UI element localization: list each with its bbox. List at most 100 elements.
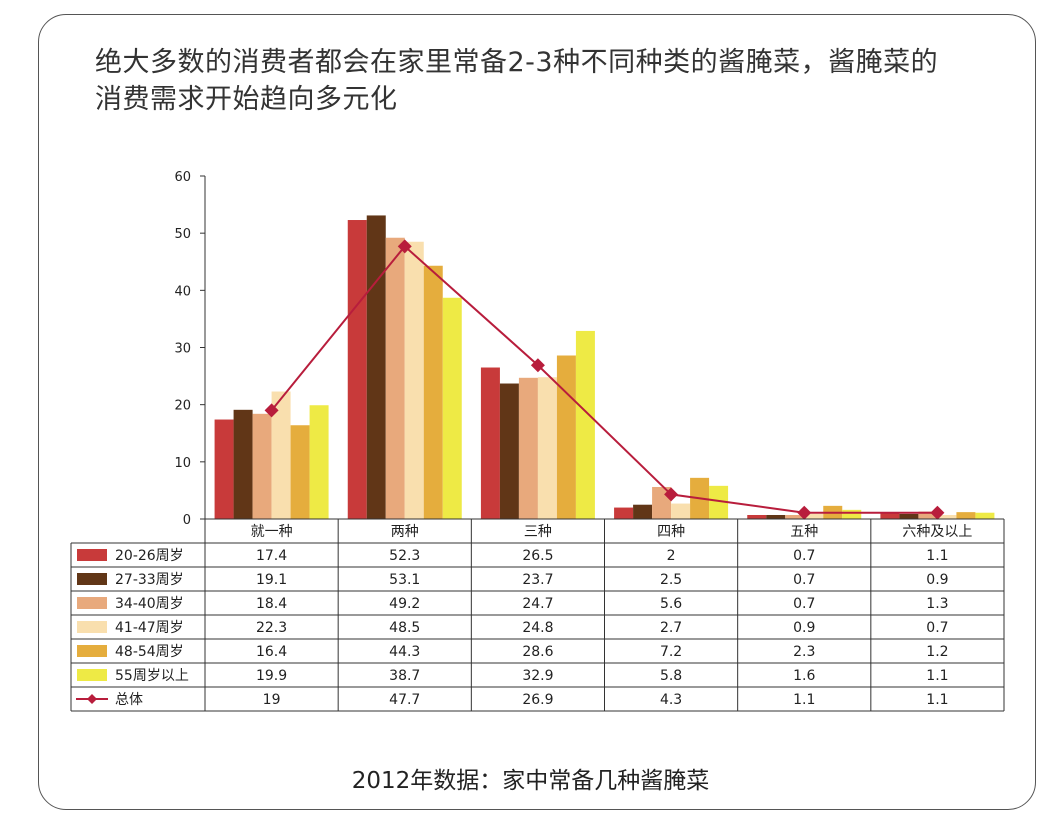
table-value: 26.5 [522,548,553,564]
bar [423,265,443,519]
bar [804,513,824,519]
bar [537,377,557,519]
table-value: 2 [667,548,676,564]
bar [918,511,938,519]
table-value: 47.7 [389,692,420,708]
table-value: 19.1 [256,572,287,588]
table-value: 19.9 [256,668,287,684]
bar [614,507,634,519]
table-value: 0.9 [793,620,815,636]
legend-swatch [77,597,107,609]
legend-label: 总体 [115,692,143,708]
table-value: 17.4 [256,548,287,564]
table-value: 1.6 [793,668,815,684]
legend-swatch [77,573,107,585]
bar [880,512,900,519]
bar [633,504,653,519]
y-tick-label: 60 [174,170,191,185]
bar [518,377,538,519]
legend-label: 20-26周岁 [115,548,184,564]
chart-caption: 2012年数据：家中常备几种酱腌菜 [351,768,710,794]
legend-swatch [77,621,107,633]
bar [709,485,729,519]
overall-marker [797,505,812,520]
table-value: 52.3 [389,548,420,564]
bar [556,355,576,519]
table-value: 44.3 [389,644,420,660]
table-value: 0.7 [926,620,948,636]
bar [956,512,976,519]
table-value: 0.9 [926,572,948,588]
legend-swatch [77,669,107,681]
bar [366,215,386,519]
bar [937,514,957,519]
table-value: 0.7 [793,596,815,612]
bar [766,514,786,519]
table-value: 5.6 [660,596,682,612]
bar [480,367,500,519]
title-line-2: 消费需求开始趋向多元化 [95,84,398,115]
table-value: 22.3 [256,620,287,636]
bar [499,383,519,519]
table-value: 18.4 [256,596,287,612]
category-label: 就一种 [251,524,293,540]
y-tick-label: 30 [174,342,191,357]
bar [233,409,253,519]
bar [671,503,691,519]
bar [309,405,329,519]
bar [290,425,310,519]
title-line-1: 绝大多数的消费者都会在家里常备2-3种不同种类的酱腌菜，酱腌菜的 [95,47,939,78]
table-value: 0.7 [793,572,815,588]
category-label: 四种 [657,524,685,540]
table-value: 48.5 [389,620,420,636]
legend-swatch [77,645,107,657]
table-value: 2.7 [660,620,682,636]
category-label: 五种 [790,524,818,540]
overall-marker [264,403,279,418]
legend-label: 41-47周岁 [115,620,184,636]
y-tick-label: 50 [174,227,191,242]
overall-marker [930,505,945,520]
table-value: 4.3 [660,692,682,708]
legend-label: 55周岁以上 [115,668,189,684]
table-value: 1.1 [793,692,815,708]
bar [252,413,272,519]
bar [385,237,405,520]
bar [442,297,462,519]
table-value: 24.7 [522,596,553,612]
overall-marker [397,239,412,254]
table-value: 1.1 [926,668,948,684]
bar [404,241,424,519]
bar [271,391,291,519]
table-value: 32.9 [522,668,553,684]
legend-label: 27-33周岁 [115,572,184,588]
y-tick-label: 10 [174,456,191,471]
bar [842,509,862,519]
y-tick-label: 40 [174,284,191,299]
table-value: 19 [263,692,281,708]
table-value: 38.7 [389,668,420,684]
table-value: 5.8 [660,668,682,684]
table-value: 1.1 [926,692,948,708]
legend-swatch [77,549,107,561]
table-value: 0.7 [793,548,815,564]
category-label: 六种及以上 [902,524,972,540]
chart-title: 绝大多数的消费者都会在家里常备2-3种不同种类的酱腌菜，酱腌菜的 消费需求开始趋… [95,44,995,118]
bar [747,514,767,519]
table-value: 2.3 [793,644,815,660]
y-tick-label: 0 [183,513,191,528]
bar [575,330,595,519]
legend-label: 48-54周岁 [115,644,184,660]
category-label: 三种 [524,524,552,540]
table-value: 24.8 [522,620,553,636]
category-label: 两种 [391,524,419,540]
table-value: 49.2 [389,596,420,612]
legend-marker [87,694,97,704]
bar [347,220,367,520]
table-value: 2.5 [660,572,682,588]
bar [899,513,919,519]
overall-line [270,244,938,514]
table-value: 28.6 [522,644,553,660]
table-value: 23.7 [522,572,553,588]
